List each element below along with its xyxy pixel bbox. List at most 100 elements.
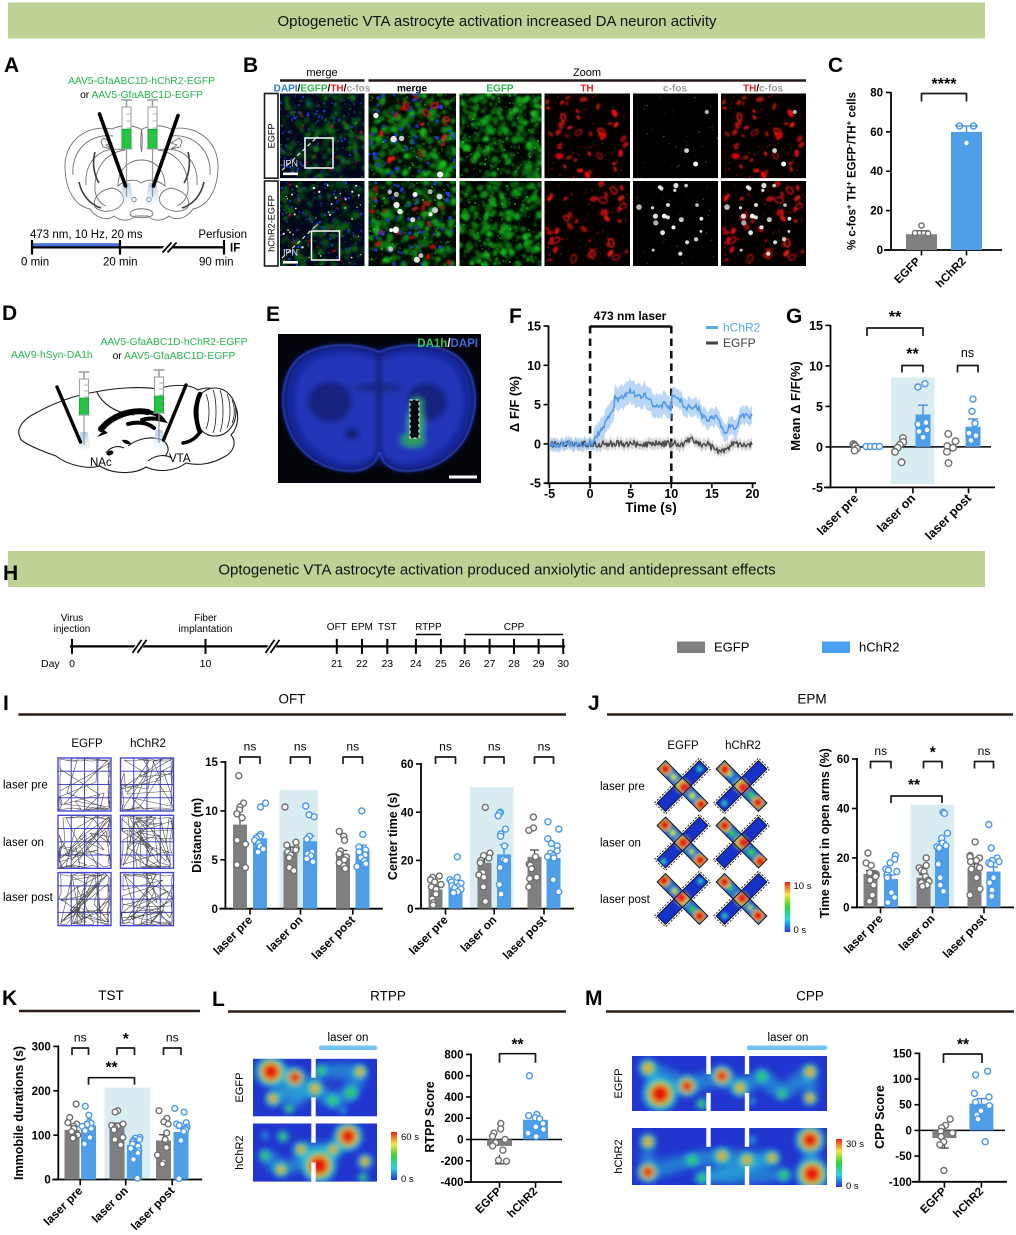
svg-text:laser post: laser post (940, 912, 989, 961)
svg-text:laser post: laser post (922, 491, 974, 543)
svg-text:20: 20 (401, 856, 414, 868)
svg-text:ns: ns (294, 740, 307, 754)
svg-text:DAPI/EGFP/TH/c-fos: DAPI/EGFP/TH/c-fos (274, 84, 371, 95)
svg-text:80: 80 (870, 87, 883, 99)
svg-text:D: D (2, 302, 17, 325)
svg-text:20: 20 (746, 487, 760, 501)
svg-text:29: 29 (533, 658, 545, 670)
svg-text:AAV5-GfaABC1D-hChR2-EGFP: AAV5-GfaABC1D-hChR2-EGFP (68, 76, 215, 87)
svg-text:0: 0 (407, 904, 413, 916)
svg-text:OFT: OFT (279, 692, 306, 707)
svg-text:-400: -400 (440, 1177, 463, 1189)
svg-text:TH: TH (580, 84, 593, 95)
svg-text:10: 10 (200, 658, 212, 670)
svg-text:merge: merge (306, 67, 337, 79)
svg-text:CPP Score: CPP Score (873, 1085, 887, 1149)
svg-text:ns: ns (488, 740, 501, 754)
svg-text:I: I (3, 692, 9, 715)
svg-text:0 s: 0 s (401, 1174, 414, 1185)
svg-text:M: M (585, 987, 603, 1010)
svg-text:EGFP: EGFP (486, 84, 514, 95)
svg-text:IPN: IPN (283, 248, 298, 258)
svg-text:Fiber: Fiber (194, 613, 217, 624)
svg-text:Virus: Virus (61, 613, 84, 624)
svg-text:Optogenetic VTA astrocyte acti: Optogenetic VTA astrocyte activation pro… (218, 562, 775, 579)
svg-text:**: ** (105, 1060, 118, 1077)
svg-text:15: 15 (205, 757, 218, 769)
svg-text:hChR2: hChR2 (130, 738, 166, 750)
svg-text:300: 300 (32, 1042, 51, 1054)
svg-text:CPP: CPP (796, 989, 824, 1004)
svg-text:-5: -5 (530, 477, 541, 491)
svg-text:****: **** (932, 76, 958, 93)
svg-text:Center time (s): Center time (s) (386, 793, 400, 881)
svg-text:H: H (3, 562, 18, 585)
svg-text:5: 5 (211, 855, 218, 867)
svg-text:600: 600 (444, 1071, 463, 1083)
svg-text:hChR2: hChR2 (951, 1186, 986, 1221)
svg-text:laser on: laser on (600, 838, 641, 850)
svg-text:laser on: laser on (874, 491, 918, 535)
svg-text:EGFP: EGFP (473, 1185, 504, 1216)
svg-text:15: 15 (705, 487, 719, 501)
svg-text:EPM: EPM (351, 622, 373, 633)
svg-text:**: ** (889, 309, 902, 326)
svg-text:40: 40 (401, 807, 414, 819)
svg-text:ns: ns (874, 744, 887, 758)
svg-text:laser on: laser on (768, 1032, 809, 1044)
svg-text:F: F (509, 305, 522, 328)
svg-text:ns: ns (961, 346, 974, 360)
svg-text:0: 0 (905, 1125, 911, 1137)
svg-text:ns: ns (538, 740, 551, 754)
svg-text:EPM: EPM (797, 692, 826, 707)
svg-text:EGFP: EGFP (918, 1185, 949, 1216)
svg-text:0: 0 (587, 487, 594, 501)
svg-text:15: 15 (809, 319, 823, 333)
svg-text:TST: TST (378, 622, 397, 633)
svg-text:15: 15 (527, 320, 541, 334)
svg-text:laser pre: laser pre (41, 1183, 86, 1228)
svg-text:**: ** (906, 346, 919, 363)
svg-text:10 s: 10 s (794, 881, 812, 892)
svg-text:EGFP: EGFP (667, 740, 699, 752)
svg-text:150: 150 (893, 1048, 912, 1060)
svg-text:laser on: laser on (328, 1032, 369, 1044)
svg-text:IPN: IPN (283, 159, 298, 169)
svg-text:-100: -100 (889, 1177, 912, 1189)
svg-text:ns: ns (439, 740, 452, 754)
svg-text:90 min: 90 min (199, 257, 234, 269)
svg-text:hChR2: hChR2 (725, 740, 761, 752)
svg-text:IF: IF (230, 243, 240, 255)
svg-text:Time spent in open arms (%): Time spent in open arms (%) (818, 748, 832, 918)
svg-text:laser post: laser post (128, 1184, 177, 1230)
svg-text:A: A (4, 54, 19, 77)
svg-text:laser post: laser post (309, 913, 358, 962)
svg-text:laser pre: laser pre (210, 913, 255, 958)
svg-text:0: 0 (211, 904, 217, 916)
svg-text:VTA: VTA (169, 453, 191, 465)
svg-text:G: G (786, 305, 802, 328)
svg-text:0 min: 0 min (21, 257, 49, 269)
svg-text:EGFP: EGFP (723, 336, 756, 350)
svg-text:K: K (2, 987, 17, 1010)
svg-text:-5: -5 (812, 481, 823, 495)
svg-text:**: ** (511, 1037, 524, 1054)
svg-text:laser on: laser on (89, 1184, 131, 1226)
svg-text:OFT: OFT (327, 622, 347, 633)
svg-text:0 s: 0 s (794, 925, 807, 936)
svg-text:laser on: laser on (457, 913, 499, 955)
svg-text:0: 0 (69, 658, 75, 670)
svg-text:or AAV5-GfaABC1D-EGFP: or AAV5-GfaABC1D-EGFP (113, 351, 236, 362)
svg-text:20 min: 20 min (103, 257, 138, 269)
svg-text:Mean Δ F/F(%): Mean Δ F/F(%) (788, 361, 803, 451)
svg-text:laser on: laser on (3, 837, 44, 849)
svg-text:50: 50 (899, 1100, 912, 1112)
svg-text:Perfusion: Perfusion (198, 229, 247, 241)
svg-text:Δ F/F (%): Δ F/F (%) (507, 376, 522, 432)
svg-text:laser pre: laser pre (814, 491, 861, 538)
svg-text:Day: Day (41, 658, 60, 670)
svg-text:5: 5 (627, 487, 634, 501)
svg-text:hChR2-EGFP: hChR2-EGFP (267, 195, 277, 252)
svg-text:C: C (828, 54, 843, 77)
svg-text:200: 200 (444, 1113, 463, 1125)
